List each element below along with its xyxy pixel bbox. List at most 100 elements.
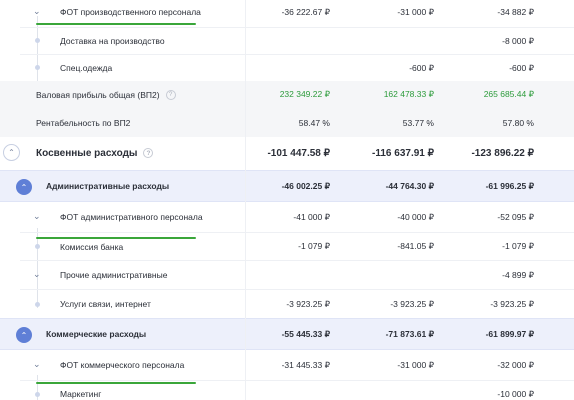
tree-dot — [35, 65, 40, 70]
table-row-commercial[interactable]: ⌃ Коммерческие расходы -55 445.33 ₽ -71 … — [0, 318, 574, 350]
value-col1: -101 447.58 ₽ — [267, 147, 330, 159]
value-col3: -52 095 ₽ — [497, 211, 534, 222]
value-col3: -32 000 ₽ — [497, 359, 534, 370]
row-divider — [20, 260, 574, 261]
value-col2: -3 923.25 ₽ — [390, 298, 434, 309]
row-label: Валовая прибыль общая (ВП2) ? — [36, 81, 176, 108]
value-col3: -1 079 ₽ — [502, 241, 534, 251]
table-row-admin[interactable]: ⌃ Административные расходы -46 002.25 ₽ … — [0, 170, 574, 202]
value-col2: -116 637.91 ₽ — [372, 147, 434, 159]
value-col1: 232 349.22 ₽ — [279, 89, 330, 99]
value-col1: -31 445.33 ₽ — [281, 359, 330, 370]
value-col2: -841.05 ₽ — [397, 241, 434, 251]
chevron-up-icon[interactable]: ⌃ — [16, 327, 32, 343]
table-row-profitability[interactable]: Рентабельность по ВП2 58.47 % 53.77 % 57… — [0, 108, 574, 137]
chevron-down-icon[interactable]: ⌄ — [33, 211, 41, 221]
row-label: Доставка на производство — [60, 36, 165, 46]
row-divider — [20, 27, 574, 28]
value-col1: 58.47 % — [298, 117, 330, 128]
table-row[interactable]: Доставка на производство -8 000 ₽ — [0, 28, 574, 54]
value-col1: -36 222.67 ₽ — [281, 6, 330, 17]
row-label: Комиссия банка — [60, 241, 124, 252]
value-col2 — [330, 28, 434, 54]
row-label: Услуги связи, интернет — [60, 299, 151, 309]
green-underline — [36, 23, 196, 25]
table-row[interactable]: Спец.одежда -600 ₽ -600 ₽ — [0, 55, 574, 81]
value-col1: -55 445.33 ₽ — [281, 328, 330, 339]
value-col2: -71 873.61 ₽ — [385, 328, 434, 339]
value-col3: -61 996.25 ₽ — [485, 180, 534, 191]
value-col2 — [330, 384, 434, 400]
value-col3: -3 923.25 ₽ — [490, 298, 534, 309]
tree-dot — [35, 392, 40, 397]
tree-connector — [37, 375, 38, 400]
row-divider — [20, 232, 574, 233]
table-row[interactable]: ⌄ Прочие административные -4 899 ₽ — [0, 261, 574, 289]
value-col1 — [246, 28, 330, 54]
table-row[interactable]: Маркетинг -10 000 ₽ — [0, 384, 574, 400]
value-col3: -123 896.22 ₽ — [471, 147, 534, 159]
row-label: Коммерческие расходы — [46, 329, 147, 339]
chevron-up-icon[interactable]: ⌃ — [3, 144, 20, 161]
value-col2: 53.77 % — [402, 117, 434, 128]
tree-connector — [37, 16, 38, 82]
table-row-gross-profit[interactable]: Валовая прибыль общая (ВП2) ? 232 349.22… — [0, 81, 574, 108]
tree-dot — [35, 38, 40, 43]
green-underline — [36, 237, 196, 239]
value-col2: -44 764.30 ₽ — [385, 180, 434, 191]
value-col1: -1 079 ₽ — [298, 241, 330, 251]
tree-dot — [35, 302, 40, 307]
help-icon[interactable]: ? — [165, 89, 176, 100]
value-col3: -34 882 ₽ — [497, 6, 534, 17]
value-col2: -31 000 ₽ — [397, 6, 434, 17]
row-label: Рентабельность по ВП2 — [36, 117, 131, 128]
value-col3: -10 000 ₽ — [497, 388, 534, 399]
green-underline — [36, 382, 196, 384]
table-row[interactable]: Комиссия банка -1 079 ₽ -841.05 ₽ -1 079… — [0, 233, 574, 260]
value-col1 — [246, 261, 330, 289]
value-col2: 162 478.33 ₽ — [383, 89, 434, 99]
column-divider — [245, 0, 246, 400]
value-col3: 57.80 % — [502, 117, 534, 128]
tree-dot — [35, 244, 40, 249]
value-col1: -46 002.25 ₽ — [281, 180, 330, 191]
table-row-indirect[interactable]: ⌃ Косвенные расходы ? -101 447.58 ₽ -116… — [0, 137, 574, 169]
value-col3: -4 899 ₽ — [502, 269, 534, 280]
indirect-label: Косвенные расходы — [36, 147, 138, 159]
row-label: Спец.одежда — [60, 63, 113, 73]
value-col1: -3 923.25 ₽ — [286, 298, 330, 309]
value-col3: -600 ₽ — [509, 62, 534, 73]
chevron-down-icon[interactable]: ⌄ — [33, 269, 41, 279]
table-row[interactable]: ⌄ ФОТ производственного персонала -36 22… — [0, 0, 574, 24]
table-row[interactable]: Услуги связи, интернет -3 923.25 ₽ -3 92… — [0, 290, 574, 318]
value-col3: 265 685.44 ₽ — [483, 89, 534, 99]
row-label: Административные расходы — [46, 181, 170, 191]
row-label: ФОТ коммерческого персонала — [60, 360, 185, 370]
row-label: Маркетинг — [60, 389, 102, 399]
value-col3: -8 000 ₽ — [502, 35, 534, 46]
value-col3: -61 899.97 ₽ — [485, 328, 534, 339]
chevron-down-icon[interactable]: ⌄ — [33, 359, 41, 369]
row-label: Косвенные расходы ? — [36, 137, 154, 169]
value-col2: -600 ₽ — [409, 62, 434, 73]
value-col1 — [246, 384, 330, 400]
gross-profit-label: Валовая прибыль общая (ВП2) — [36, 89, 160, 100]
value-col2: -40 000 ₽ — [397, 211, 434, 222]
row-divider — [20, 380, 574, 381]
value-col2 — [330, 261, 434, 289]
chevron-down-icon[interactable]: ⌄ — [33, 6, 41, 16]
value-col1 — [246, 55, 330, 81]
value-col1: -41 000 ₽ — [293, 211, 330, 222]
value-col2: -31 000 ₽ — [397, 359, 434, 370]
help-icon[interactable]: ? — [143, 148, 154, 158]
tree-connector — [37, 228, 38, 308]
table-row[interactable]: ⌄ ФОТ коммерческого персонала -31 445.33… — [0, 351, 574, 379]
row-label: ФОТ производственного персонала — [60, 7, 201, 17]
row-divider — [20, 289, 574, 290]
table-row[interactable]: ⌄ ФОТ административного персонала -41 00… — [0, 203, 574, 231]
row-label: Прочие административные — [60, 270, 168, 280]
chevron-up-icon[interactable]: ⌃ — [16, 179, 32, 195]
row-label: ФОТ административного персонала — [60, 212, 203, 222]
row-divider — [20, 54, 574, 55]
